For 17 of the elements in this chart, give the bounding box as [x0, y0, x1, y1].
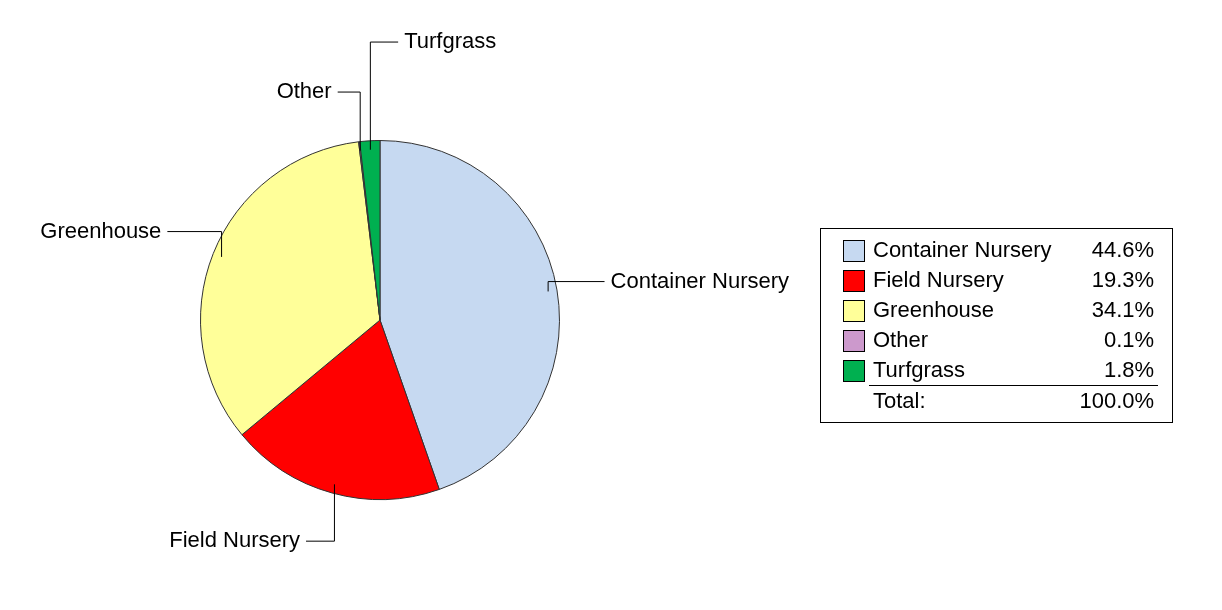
- data-label: 19.3%: [1090, 266, 1156, 294]
- slice-label: Greenhouse: [40, 217, 162, 243]
- data-label: 1.8%: [1103, 356, 1156, 384]
- legend-label: Other: [872, 326, 930, 354]
- legend-label: Container Nursery: [872, 236, 1053, 264]
- text: Total:: [869, 385, 1056, 416]
- data-label: 0.1%: [1103, 326, 1156, 354]
- slice-label: Container Nursery: [610, 267, 790, 293]
- legend-label: Turfgrass: [872, 356, 967, 384]
- data-label: 44.6%: [1090, 236, 1156, 264]
- slice-label: Other: [276, 78, 332, 104]
- legend-label: Greenhouse: [872, 296, 996, 324]
- legend-label: Field Nursery: [872, 266, 1005, 294]
- text: 100.0%: [1079, 388, 1155, 413]
- slice-label: Turfgrass: [404, 28, 497, 54]
- slice-label: Field Nursery: [169, 527, 301, 553]
- data-label: 34.1%: [1090, 296, 1156, 324]
